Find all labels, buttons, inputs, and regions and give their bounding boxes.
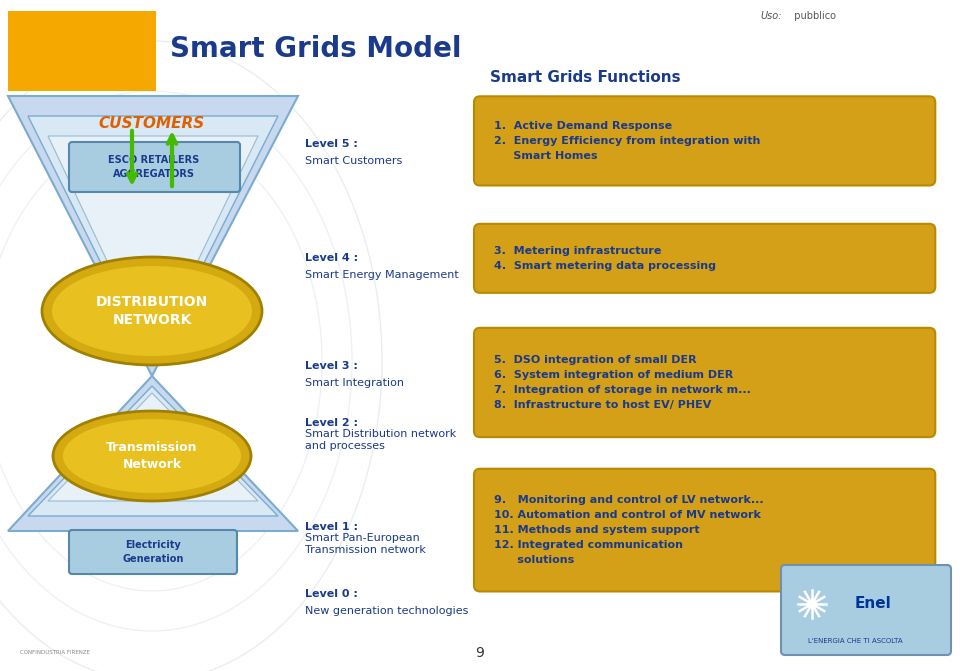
Text: Smart Distribution network
and processes: Smart Distribution network and processes [305,429,456,451]
Text: CUSTOMERS: CUSTOMERS [99,115,205,130]
FancyBboxPatch shape [8,11,156,91]
Text: Electricity
Generation: Electricity Generation [122,540,183,564]
Text: Smart Grids Functions: Smart Grids Functions [490,70,681,85]
Polygon shape [8,96,298,376]
Polygon shape [28,386,278,516]
Text: Level 1 :: Level 1 : [305,522,358,532]
Text: 9.   Monitoring and control of LV network...
10. Automation and control of MV ne: 9. Monitoring and control of LV network.… [494,495,763,565]
Polygon shape [8,376,298,531]
Text: Uso:: Uso: [760,11,781,21]
Text: pubblico: pubblico [788,11,836,21]
Text: Transmission
Network: Transmission Network [107,441,198,471]
Text: 3.  Metering infrastructure
4.  Smart metering data processing: 3. Metering infrastructure 4. Smart mete… [494,246,716,270]
FancyBboxPatch shape [781,565,951,655]
Text: ESCO RETAILERS
AGGREGATORS: ESCO RETAILERS AGGREGATORS [108,156,200,178]
FancyBboxPatch shape [474,328,935,437]
Text: Level 2 :: Level 2 : [305,418,358,428]
Text: Smart Integration: Smart Integration [305,378,404,388]
Text: Smart Grids Model: Smart Grids Model [170,35,462,63]
Text: 1.  Active Demand Response
2.  Energy Efficiency from integration with
     Smar: 1. Active Demand Response 2. Energy Effi… [494,121,760,161]
Text: 5.  DSO integration of small DER
6.  System integration of medium DER
7.  Integr: 5. DSO integration of small DER 6. Syste… [494,355,751,410]
Text: Level 0 :: Level 0 : [305,589,358,599]
Text: CONFINDUSTRIA FIRENZE: CONFINDUSTRIA FIRENZE [20,650,90,656]
FancyBboxPatch shape [69,142,240,192]
Ellipse shape [63,419,241,493]
Text: Smart Energy Management: Smart Energy Management [305,270,459,280]
Text: Smart Customers: Smart Customers [305,156,402,166]
Polygon shape [48,393,258,501]
Polygon shape [28,116,278,366]
FancyBboxPatch shape [474,97,935,185]
Circle shape [807,599,817,609]
FancyBboxPatch shape [69,530,237,574]
Text: Level 4 :: Level 4 : [305,254,358,264]
Text: DISTRIBUTION
NETWORK: DISTRIBUTION NETWORK [96,295,208,327]
Ellipse shape [53,411,251,501]
Polygon shape [48,136,258,356]
Text: L'ENERGIA CHE TI ASCOLTA: L'ENERGIA CHE TI ASCOLTA [808,638,902,644]
Text: 9: 9 [475,646,485,660]
Text: New generation technologies: New generation technologies [305,606,468,616]
Text: Enel: Enel [855,597,892,611]
Text: Level 3 :: Level 3 : [305,361,358,371]
Text: Smart Pan-European
Transmission network: Smart Pan-European Transmission network [305,533,426,555]
Ellipse shape [42,257,262,365]
FancyBboxPatch shape [474,469,935,591]
Ellipse shape [52,266,252,356]
Text: Level 5 :: Level 5 : [305,140,358,150]
FancyBboxPatch shape [474,224,935,293]
